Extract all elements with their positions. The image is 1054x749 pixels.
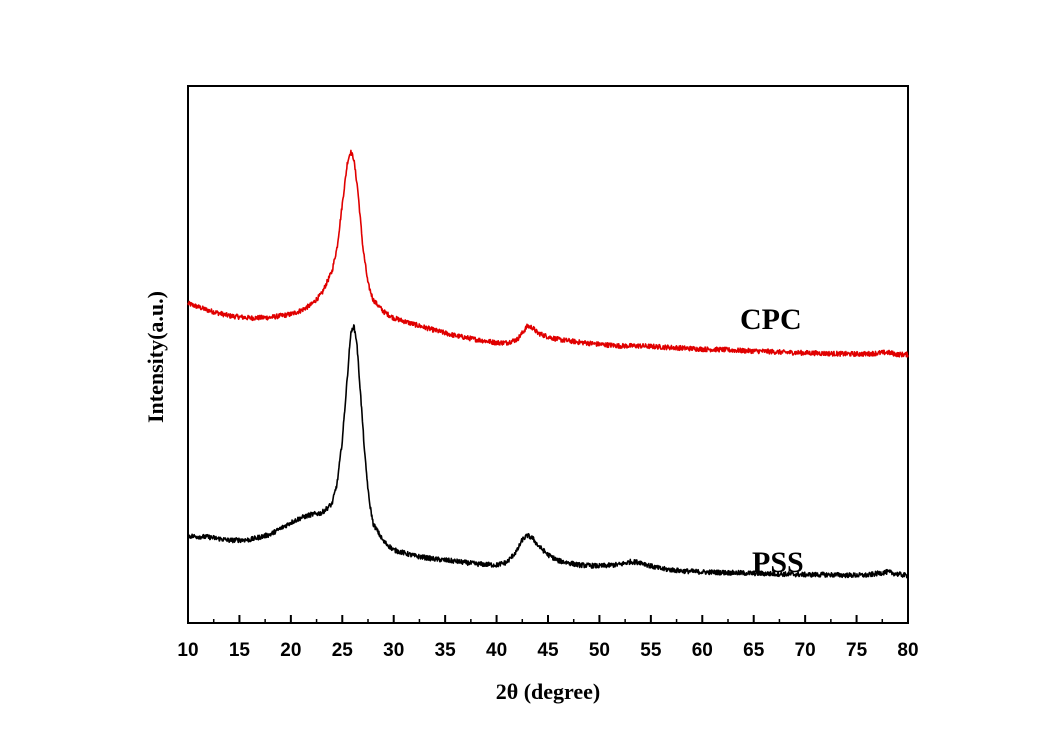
x-tick-label: 30 xyxy=(383,640,404,661)
series-label-cpc: CPC xyxy=(740,303,802,336)
y-axis-title: Intensity(a.u.) xyxy=(143,291,168,423)
series-line-pss xyxy=(187,324,909,579)
x-tick-label: 15 xyxy=(229,640,251,661)
x-tick-label: 40 xyxy=(486,640,507,661)
x-tick-label: 65 xyxy=(743,640,765,661)
x-tick-label: 70 xyxy=(795,640,816,661)
x-tick-label: 25 xyxy=(332,640,354,661)
x-tick-label: 55 xyxy=(640,640,662,661)
plot-frame xyxy=(187,85,909,624)
x-tick-label: 45 xyxy=(537,640,559,661)
series-line-cpc xyxy=(187,149,909,358)
x-axis-ticks xyxy=(187,615,909,623)
series-label-pss: PSS xyxy=(752,546,804,579)
x-tick-label: 50 xyxy=(589,640,610,661)
x-tick-label: 75 xyxy=(846,640,868,661)
x-tick-label: 35 xyxy=(435,640,457,661)
plot-area xyxy=(187,85,909,624)
x-axis-title: 2θ (degree) xyxy=(496,679,601,704)
x-tick-label: 20 xyxy=(280,640,301,661)
series-layer xyxy=(187,149,909,579)
x-axis-tick-labels: 10 15 20 25 30 35 40 45 50 55 60 65 70 75 80 xyxy=(177,640,918,661)
x-tick-label: 60 xyxy=(692,640,713,661)
x-tick-label: 10 xyxy=(177,640,198,661)
x-tick-label: 80 xyxy=(897,640,918,661)
